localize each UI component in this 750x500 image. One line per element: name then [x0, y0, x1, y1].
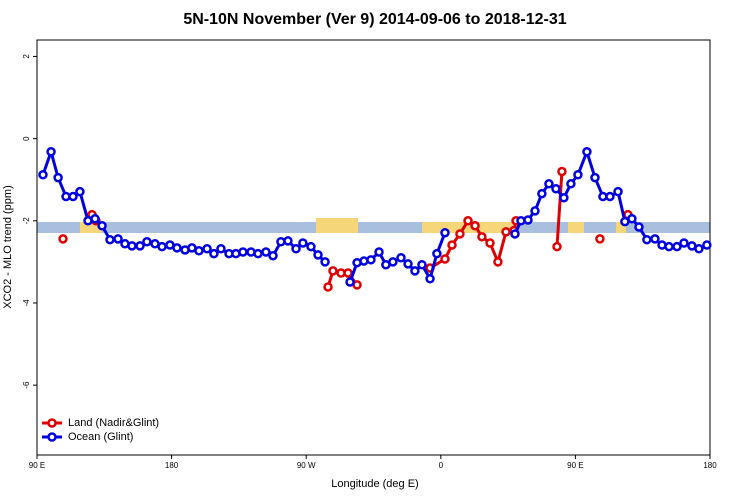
- data-point: [403, 259, 413, 269]
- data-point: [388, 257, 398, 267]
- data-point: [202, 243, 212, 254]
- data-point: [523, 215, 533, 225]
- data-point: [613, 186, 623, 197]
- data-point: [323, 282, 333, 292]
- data-point: [501, 227, 511, 237]
- data-point: [559, 193, 569, 203]
- data-point: [90, 213, 100, 224]
- y-tick-label: 2: [22, 54, 31, 59]
- data-point: [425, 273, 435, 284]
- data-point: [209, 248, 219, 259]
- data-point: [605, 191, 615, 202]
- series-line: [41, 146, 708, 283]
- data-point: [75, 186, 85, 197]
- legend-marker: [47, 418, 57, 428]
- data-point: [268, 250, 278, 261]
- data-point: [470, 220, 480, 231]
- data-point: [702, 240, 712, 250]
- data-point: [46, 147, 56, 157]
- y-tick-label: -6: [22, 381, 31, 389]
- data-point: [53, 172, 63, 183]
- data-point: [194, 246, 204, 256]
- data-point: [38, 170, 48, 180]
- data-point: [306, 241, 316, 252]
- data-point: [582, 147, 592, 157]
- data-point: [291, 243, 301, 254]
- data-point: [537, 188, 547, 199]
- data-point: [477, 232, 487, 242]
- x-tick-label: 90 W: [297, 461, 316, 470]
- data-point: [172, 243, 182, 253]
- data-point: [238, 247, 248, 257]
- x-tick-label: 180: [165, 461, 179, 470]
- data-point: [440, 227, 450, 238]
- data-point: [142, 236, 152, 247]
- data-point: [58, 234, 68, 244]
- data-point: [157, 241, 167, 252]
- data-point: [557, 166, 567, 177]
- x-tick-label: 0: [439, 461, 444, 470]
- data-point: [68, 191, 78, 202]
- data-point: [650, 234, 660, 244]
- data-point: [573, 170, 583, 180]
- data-point: [283, 236, 293, 246]
- y-tick-label: -2: [22, 217, 31, 225]
- legend-label: Ocean (Glint): [68, 431, 133, 443]
- data-point: [485, 238, 495, 248]
- data-point: [627, 213, 637, 224]
- legend-marker: [47, 432, 57, 442]
- data-point: [493, 257, 503, 267]
- data-point: [432, 248, 442, 259]
- data-point: [313, 250, 323, 260]
- data-point: [440, 254, 450, 264]
- data-point: [552, 241, 562, 252]
- data-point: [261, 247, 271, 257]
- data-point: [590, 172, 600, 183]
- data-point: [679, 238, 689, 248]
- chart-title: 5N-10N November (Ver 9) 2014-09-06 to 20…: [183, 11, 566, 28]
- data-point: [396, 253, 406, 263]
- data-point: [455, 229, 465, 239]
- data-point: [447, 240, 457, 250]
- data-point: [410, 266, 420, 276]
- data-point: [366, 255, 376, 265]
- data-point: [105, 234, 115, 245]
- data-point: [510, 229, 520, 239]
- data-point: [298, 238, 308, 248]
- data-point: [530, 206, 540, 216]
- data-point: [345, 277, 355, 287]
- data-point: [135, 241, 145, 251]
- y-tick-label: 0: [22, 136, 31, 141]
- legend-label: Land (Nadir&Glint): [68, 417, 159, 429]
- data-point: [328, 266, 338, 276]
- data-point: [694, 243, 704, 254]
- data-point: [566, 179, 576, 189]
- y-tick-label: -4: [22, 299, 31, 307]
- data-point: [664, 241, 674, 252]
- data-point: [97, 220, 107, 231]
- data-point: [417, 260, 427, 270]
- land-mask: [80, 218, 626, 233]
- x-axis-label: Longitude (deg E): [331, 478, 418, 490]
- x-tick-label: 90 E: [29, 461, 45, 470]
- y-axis-label: XCO2 - MLO trend (ppm): [2, 185, 14, 308]
- data-point: [113, 234, 123, 244]
- data-point: [374, 247, 384, 257]
- x-tick-label: 180: [703, 461, 717, 470]
- data-point: [642, 234, 652, 245]
- data-point: [343, 268, 353, 278]
- x-tick-label: 90 E: [567, 461, 583, 470]
- data-point: [127, 241, 137, 251]
- reference-band: [37, 222, 710, 233]
- data-point: [544, 179, 554, 189]
- data-point: [253, 248, 263, 259]
- data-point: [595, 234, 605, 244]
- data-point: [672, 241, 682, 252]
- data-point: [320, 257, 330, 267]
- data-point: [634, 222, 644, 232]
- data-point: [551, 183, 561, 194]
- data-point: [216, 243, 226, 254]
- data-point: [463, 216, 473, 226]
